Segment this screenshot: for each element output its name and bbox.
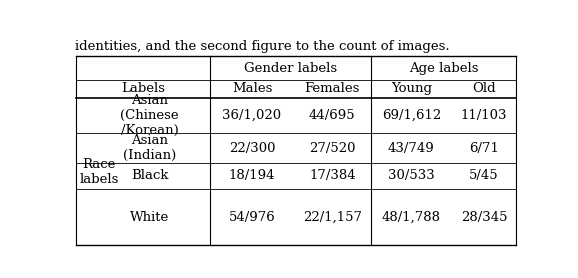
Text: Females: Females — [305, 82, 360, 95]
Text: Labels: Labels — [121, 82, 165, 95]
Text: 5/45: 5/45 — [469, 169, 499, 182]
Text: Race
labels: Race labels — [80, 158, 119, 186]
Text: 18/194: 18/194 — [229, 169, 275, 182]
Text: Males: Males — [232, 82, 272, 95]
Text: Gender labels: Gender labels — [244, 61, 337, 75]
Text: 6/71: 6/71 — [469, 142, 499, 155]
Text: 44/695: 44/695 — [309, 109, 355, 122]
Text: 27/520: 27/520 — [309, 142, 355, 155]
Text: 36/1,020: 36/1,020 — [223, 109, 281, 122]
Text: Asian
(Chinese
/Korean): Asian (Chinese /Korean) — [120, 94, 179, 137]
Text: 22/300: 22/300 — [229, 142, 275, 155]
Text: Young: Young — [391, 82, 432, 95]
Text: 43/749: 43/749 — [388, 142, 435, 155]
Text: 48/1,788: 48/1,788 — [382, 210, 441, 224]
Text: Old: Old — [472, 82, 496, 95]
Text: 11/103: 11/103 — [461, 109, 507, 122]
Text: 22/1,157: 22/1,157 — [303, 210, 362, 224]
Text: 28/345: 28/345 — [461, 210, 507, 224]
Text: 69/1,612: 69/1,612 — [381, 109, 441, 122]
Text: Black: Black — [131, 169, 169, 182]
Text: Age labels: Age labels — [409, 61, 478, 75]
Text: Asian
(Indian): Asian (Indian) — [123, 134, 176, 162]
Text: 30/533: 30/533 — [388, 169, 435, 182]
Text: White: White — [130, 210, 169, 224]
Text: 54/976: 54/976 — [229, 210, 276, 224]
Text: identities, and the second figure to the count of images.: identities, and the second figure to the… — [75, 39, 450, 53]
Text: 17/384: 17/384 — [309, 169, 355, 182]
